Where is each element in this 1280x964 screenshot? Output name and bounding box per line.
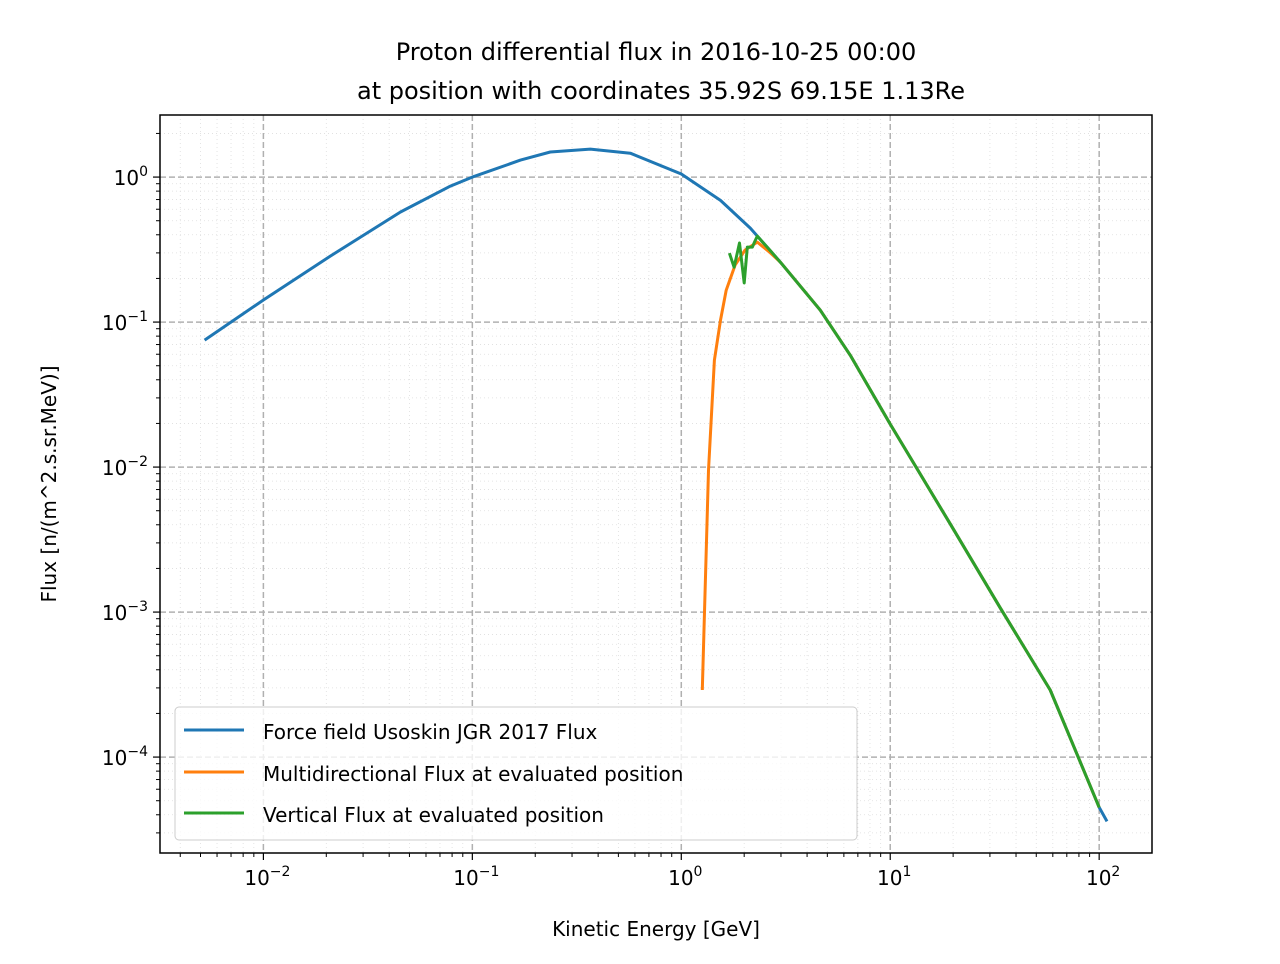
plot-frame xyxy=(159,114,1153,854)
legend-label-multidirectional: Multidirectional Flux at evaluated posit… xyxy=(263,762,683,786)
x-tick-label: 100 xyxy=(668,864,702,890)
y-tick-label: 10−2 xyxy=(102,454,148,480)
x-tick-label: 101 xyxy=(877,864,911,890)
legend-label-vertical: Vertical Flux at evaluated position xyxy=(263,803,604,827)
ticks: 10−2 10−1 100 101 102 100 10−1 10−2 10−3 10−4 xyxy=(102,132,1120,890)
y-tick-label: 100 xyxy=(114,164,148,190)
legend-label-force-field: Force field Usoskin JGR 2017 Flux xyxy=(263,720,598,744)
series-line-2 xyxy=(727,234,1101,808)
chart-title-line-1: Proton differential flux in 2016-10-25 0… xyxy=(396,38,917,66)
x-tick-label: 10−2 xyxy=(244,864,290,890)
y-tick-label: 10−4 xyxy=(102,744,148,770)
chart-title-line-2: at position with coordinates 35.92S 69.1… xyxy=(357,77,965,105)
legend-box xyxy=(174,706,858,841)
x-axis-label: Kinetic Energy [GeV] xyxy=(552,917,760,941)
x-tick-label: 102 xyxy=(1086,864,1120,890)
x-tick-label: 10−1 xyxy=(453,864,499,890)
plot-lines xyxy=(203,147,1109,823)
legend: Force field Usoskin JGR 2017 Flux Multid… xyxy=(174,706,858,841)
y-tick-label: 10−3 xyxy=(102,599,148,625)
y-tick-label: 10−1 xyxy=(102,309,148,335)
y-axis-label: Flux [n/(m^2.s.sr.MeV)] xyxy=(37,365,61,602)
